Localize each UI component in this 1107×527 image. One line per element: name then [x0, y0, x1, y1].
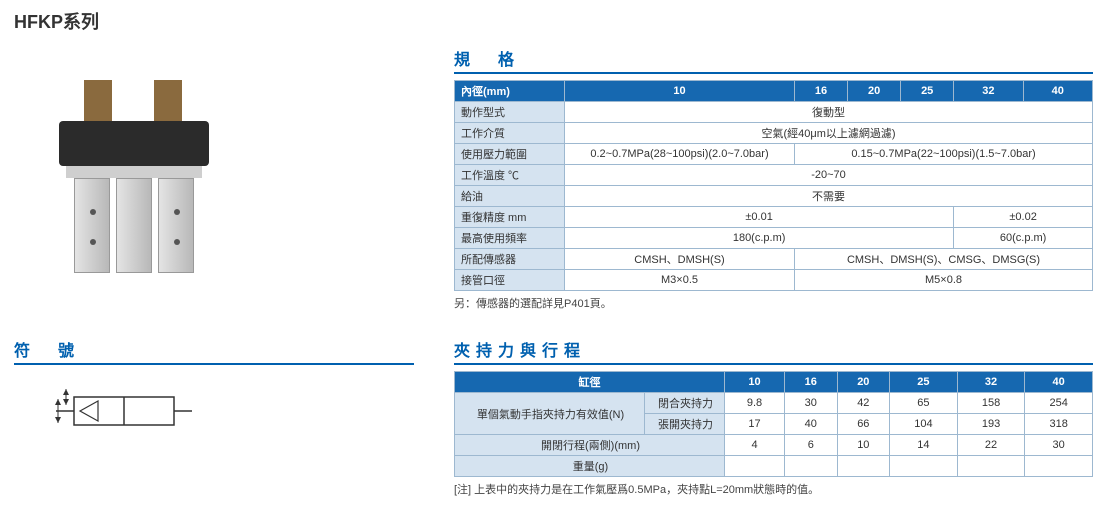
row-label: 最高使用頻率	[455, 228, 565, 249]
cell: 193	[957, 414, 1025, 435]
row-label: 使用壓力範圍	[455, 144, 565, 165]
force-bore: 25	[890, 372, 958, 393]
series-title: HFKP系列	[14, 8, 1093, 34]
row-value: ±0.02	[954, 207, 1093, 228]
cell	[785, 456, 838, 477]
row-label: 給油	[455, 186, 565, 207]
spec-bore-16: 16	[795, 81, 848, 102]
cell: 65	[890, 393, 958, 414]
cell	[890, 456, 958, 477]
open-label: 張開夾持力	[645, 414, 725, 435]
weight-label: 重量(g)	[455, 456, 725, 477]
row-label: 重復精度 mm	[455, 207, 565, 228]
force-table: 缸徑 10 16 20 25 32 40 單個氣動手指夾持力有效值(N) 閉合夾…	[454, 371, 1093, 477]
spec-bore-25: 25	[901, 81, 954, 102]
cell: 104	[890, 414, 958, 435]
row-value: 60(c.p.m)	[954, 228, 1093, 249]
spec-heading: 規 格	[454, 46, 1093, 74]
row-value: CMSH、DMSH(S)、CMSG、DMSG(S)	[795, 249, 1093, 270]
force-bore: 20	[837, 372, 890, 393]
cell: 4	[725, 435, 785, 456]
cell: 14	[890, 435, 958, 456]
spec-footnote: 另：傳感器的選配詳見P401頁。	[454, 295, 1093, 311]
spec-bore-20: 20	[848, 81, 901, 102]
cell	[1025, 456, 1093, 477]
force-bore: 16	[785, 372, 838, 393]
row-value: 不需要	[565, 186, 1093, 207]
cell: 6	[785, 435, 838, 456]
row-value: 復動型	[565, 102, 1093, 123]
cell: 9.8	[725, 393, 785, 414]
row-label: 所配傳感器	[455, 249, 565, 270]
cell: 30	[785, 393, 838, 414]
cell: 158	[957, 393, 1025, 414]
force-bore: 32	[957, 372, 1025, 393]
spec-bore-40: 40	[1023, 81, 1092, 102]
cell: 40	[785, 414, 838, 435]
force-bore: 10	[725, 372, 785, 393]
row-label: 動作型式	[455, 102, 565, 123]
row-label: 工作介質	[455, 123, 565, 144]
cell: 318	[1025, 414, 1093, 435]
stroke-label: 開閉行程(兩側)(mm)	[455, 435, 725, 456]
row-value: CMSH、DMSH(S)	[565, 249, 795, 270]
spec-bore-32: 32	[954, 81, 1023, 102]
cell: 22	[957, 435, 1025, 456]
spec-bore-10: 10	[565, 81, 795, 102]
row-label: 工作溫度 ℃	[455, 165, 565, 186]
cell: 254	[1025, 393, 1093, 414]
cell: 30	[1025, 435, 1093, 456]
symbol-diagram	[44, 383, 454, 446]
cell	[725, 456, 785, 477]
cell: 66	[837, 414, 890, 435]
spec-table: 內徑(mm) 10 16 20 25 32 40 動作型式復動型 工作介質空氣(…	[454, 80, 1093, 291]
cell	[957, 456, 1025, 477]
force-bore: 40	[1025, 372, 1093, 393]
product-image	[44, 56, 224, 276]
row-value: 180(c.p.m)	[565, 228, 954, 249]
force-footnote: [注] 上表中的夾持力是在工作氣壓爲0.5MPa，夾持點L=20mm狀態時的值。	[454, 481, 1093, 497]
force-heading: 夾持力與行程	[454, 337, 1093, 365]
row-value: 0.15~0.7MPa(22~100psi)(1.5~7.0bar)	[795, 144, 1093, 165]
spec-bore-header: 內徑(mm)	[455, 81, 565, 102]
symbol-heading: 符 號	[14, 337, 414, 365]
row-value: M5×0.8	[795, 270, 1093, 291]
cell: 17	[725, 414, 785, 435]
row-value: -20~70	[565, 165, 1093, 186]
cell: 10	[837, 435, 890, 456]
cell: 42	[837, 393, 890, 414]
row-value: M3×0.5	[565, 270, 795, 291]
row-label: 接管口徑	[455, 270, 565, 291]
cell	[837, 456, 890, 477]
row-value: 空氣(經40μm以上濾網過濾)	[565, 123, 1093, 144]
close-label: 閉合夾持力	[645, 393, 725, 414]
force-bore-header: 缸徑	[455, 372, 725, 393]
row-value: 0.2~0.7MPa(28~100psi)(2.0~7.0bar)	[565, 144, 795, 165]
finger-label: 單個氣動手指夾持力有效值(N)	[455, 393, 645, 435]
row-value: ±0.01	[565, 207, 954, 228]
